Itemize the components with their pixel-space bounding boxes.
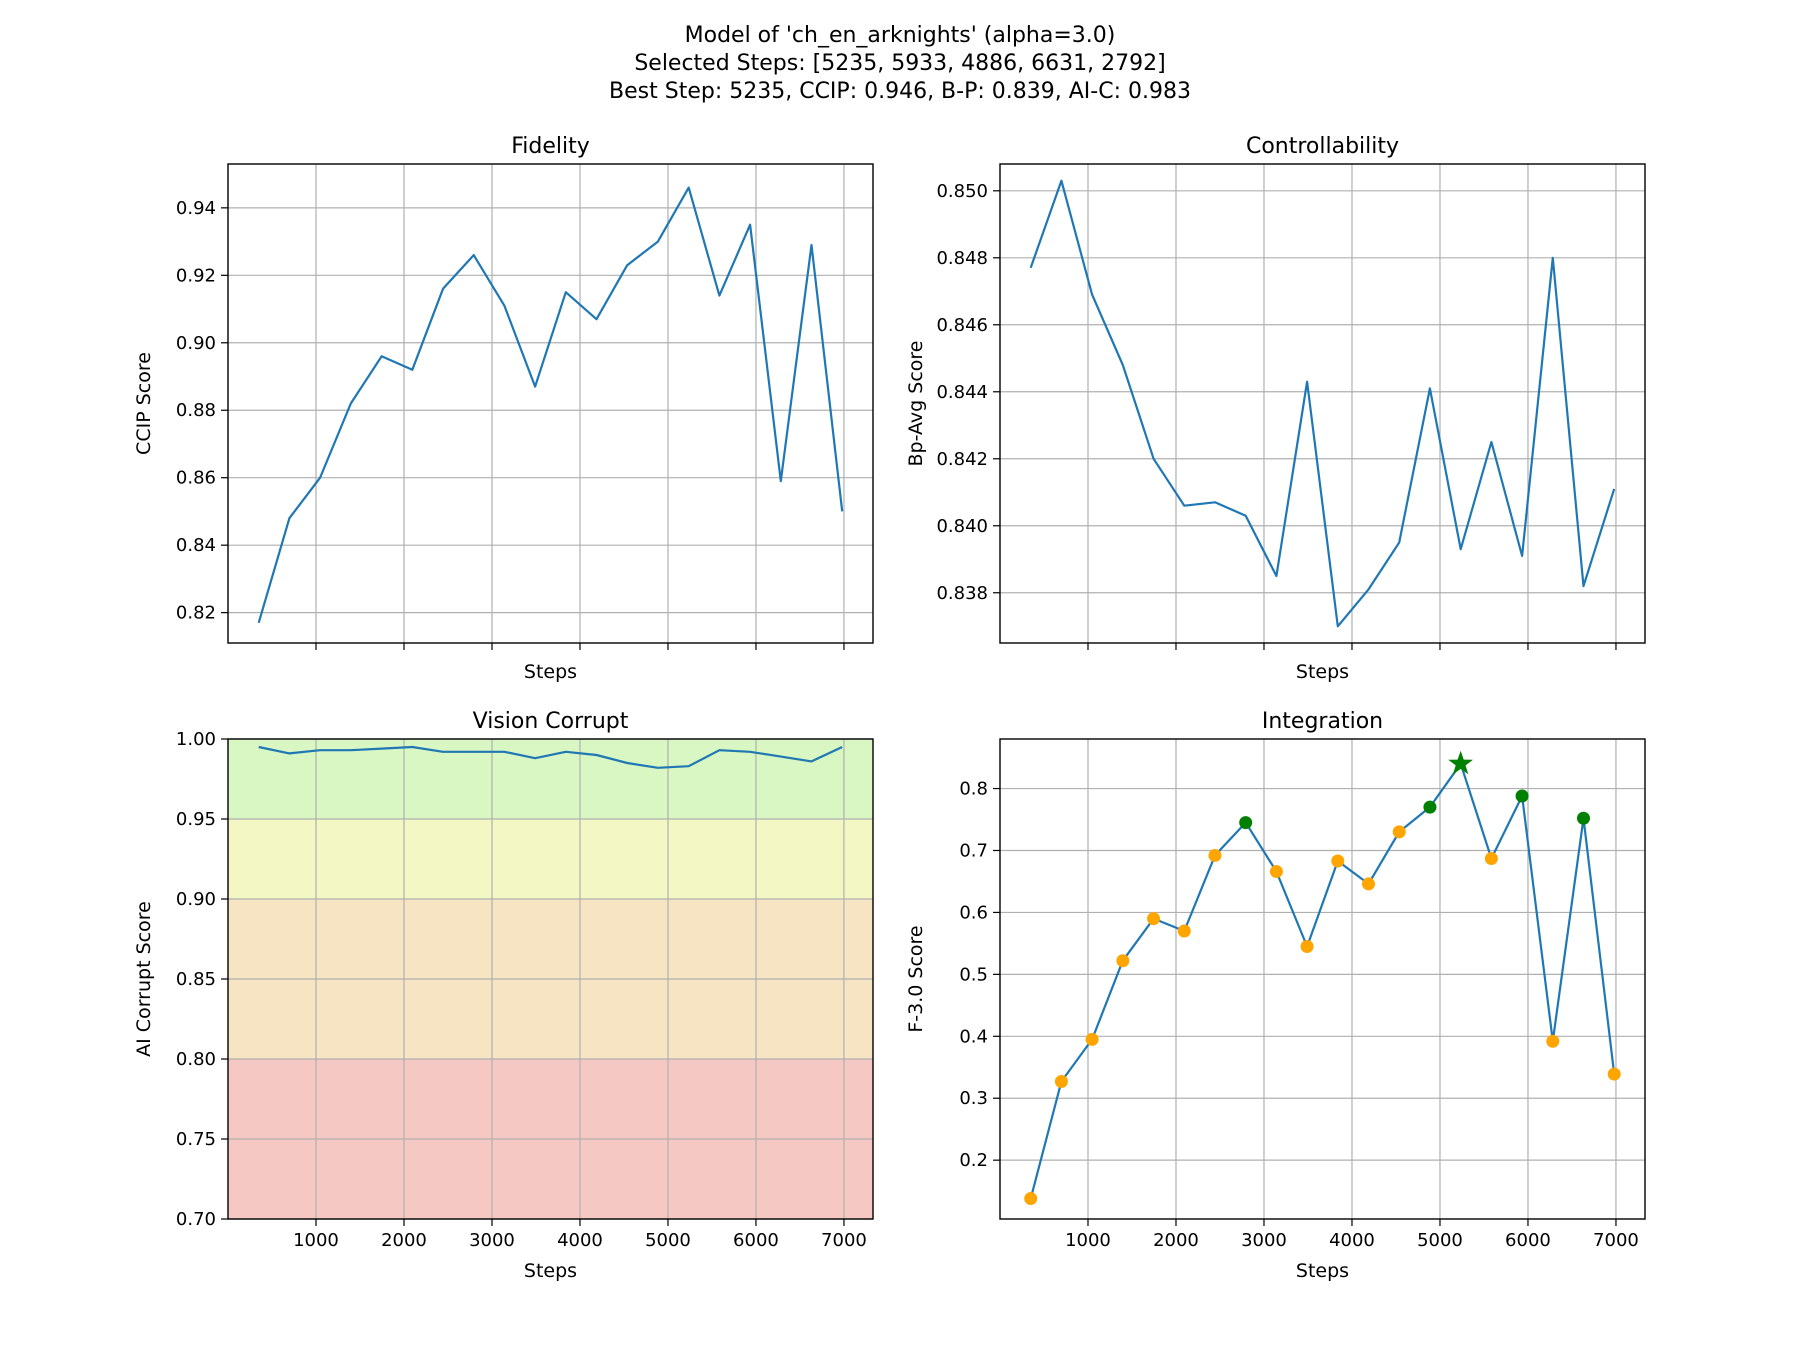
data-point (1054, 1075, 1068, 1089)
y-tick-label: 0.94 (176, 198, 216, 219)
y-axis-label: Bp-Avg Score (905, 341, 927, 467)
data-point (1484, 852, 1498, 866)
x-axis-label: Steps (1296, 661, 1349, 683)
data-point (1362, 877, 1376, 891)
y-axis-label: F-3.0 Score (905, 925, 927, 1032)
data-point (1607, 1067, 1621, 1081)
chart-title: Controllability (1246, 134, 1399, 159)
chart-fidelity: 0.82 0.84 0.86 0.88 0.90 0.92 0.94 Fidelity Step… (133, 134, 874, 683)
x-tick-label: 2000 (381, 1230, 427, 1251)
y-tick-label: 0.842 (936, 449, 988, 470)
axes-frame (227, 738, 874, 1220)
axes-frame (227, 163, 874, 644)
series-line (257, 186, 844, 624)
chart-vision-corrupt: 1000 2000 3000 4000 5000 6000 7000 0.70 0.75 0.80… (133, 709, 874, 1282)
x-tick-label: 3000 (1241, 1230, 1287, 1251)
data-point (1024, 1192, 1038, 1206)
axes-frame (999, 738, 1646, 1220)
series-line (1029, 179, 1616, 628)
data-point (1546, 1034, 1560, 1048)
y-tick-label: 0.840 (936, 516, 988, 537)
data-point (1208, 848, 1222, 862)
x-tick-label: 4000 (557, 1230, 603, 1251)
axes-frame (999, 163, 1646, 644)
data-point (1147, 912, 1161, 926)
y-tick-label: 0.8 (959, 779, 988, 800)
y-tick-label: 0.6 (959, 902, 988, 923)
y-tick-label: 0.82 (176, 603, 216, 624)
score-band (228, 819, 873, 899)
y-tick-label: 0.850 (936, 181, 988, 202)
x-tick-label: 6000 (733, 1230, 779, 1251)
y-tick-label: 0.7 (959, 840, 988, 861)
y-axis-label: AI Corrupt Score (133, 901, 155, 1057)
series-line (1029, 762, 1616, 1199)
score-band (228, 739, 873, 819)
figure-title-line-1: Model of 'ch_en_arknights' (alpha=3.0) (684, 23, 1116, 48)
chart-title: Fidelity (511, 134, 590, 159)
chart-title: Vision Corrupt (473, 709, 629, 734)
y-axis-label: CCIP Score (133, 352, 155, 455)
y-tick-label: 0.95 (176, 809, 216, 830)
best-step-star (1448, 750, 1473, 775)
chart-title: Integration (1262, 709, 1383, 734)
x-tick-label: 5000 (645, 1230, 691, 1251)
data-point (1085, 1032, 1099, 1046)
data-point (1177, 924, 1191, 938)
figure-title-line-3: Best Step: 5235, CCIP: 0.946, B-P: 0.839… (609, 79, 1191, 104)
y-tick-label: 0.5 (959, 964, 988, 985)
x-tick-label: 7000 (821, 1230, 867, 1251)
y-tick-label: 0.3 (959, 1088, 988, 1109)
series-line (258, 745, 843, 769)
chart-integration: 1000 2000 3000 4000 5000 6000 7000 0.2 0.3 0.4 0.5… (905, 709, 1646, 1282)
data-point (1116, 954, 1130, 968)
x-axis-label: Steps (524, 1260, 577, 1282)
selected-step-point (1576, 811, 1590, 825)
y-tick-label: 0.70 (176, 1209, 216, 1230)
selected-step-point (1239, 816, 1253, 830)
x-tick-label: 1000 (293, 1230, 339, 1251)
y-tick-label: 0.90 (176, 333, 216, 354)
x-axis-label: Steps (1296, 1260, 1349, 1282)
y-tick-label: 0.84 (176, 535, 216, 556)
x-tick-label: 2000 (1153, 1230, 1199, 1251)
y-tick-label: 0.80 (176, 1049, 216, 1070)
x-tick-label: 3000 (469, 1230, 515, 1251)
x-tick-label: 1000 (1065, 1230, 1111, 1251)
data-point (1269, 865, 1283, 879)
x-tick-label: 4000 (1329, 1230, 1375, 1251)
x-axis-label: Steps (524, 661, 577, 683)
y-tick-label: 0.838 (936, 583, 988, 604)
selected-step-point (1515, 789, 1529, 803)
data-point (1331, 854, 1345, 868)
x-tick-label: 7000 (1593, 1230, 1639, 1251)
y-tick-label: 0.85 (176, 969, 216, 990)
y-tick-label: 0.88 (176, 400, 216, 421)
figure-title-line-2: Selected Steps: [5235, 5933, 4886, 6631,… (634, 51, 1166, 76)
y-tick-label: 0.844 (936, 382, 988, 403)
y-tick-label: 0.2 (959, 1150, 988, 1171)
y-tick-label: 0.4 (959, 1026, 988, 1047)
selected-step-point (1423, 800, 1437, 814)
x-tick-label: 6000 (1505, 1230, 1551, 1251)
y-tick-label: 0.92 (176, 265, 216, 286)
y-tick-label: 0.848 (936, 248, 988, 269)
y-tick-label: 0.846 (936, 315, 988, 336)
y-tick-label: 0.90 (176, 889, 216, 910)
y-tick-label: 1.00 (176, 729, 216, 750)
chart-controllability: 0.838 0.840 0.842 0.844 0.846 0.848 0.850 Contr… (905, 134, 1646, 683)
x-tick-label: 5000 (1417, 1230, 1463, 1251)
data-point (1300, 939, 1314, 953)
y-tick-label: 0.75 (176, 1129, 216, 1150)
data-point (1392, 825, 1406, 839)
y-tick-label: 0.86 (176, 468, 216, 489)
